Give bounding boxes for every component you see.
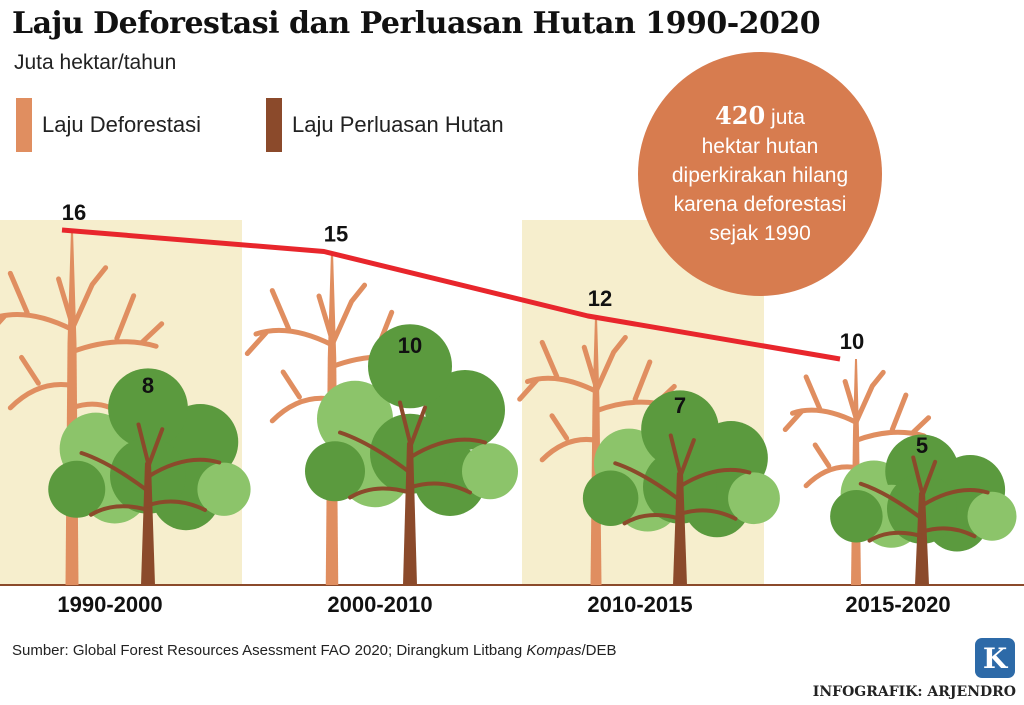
green-tree-branch (348, 486, 412, 500)
dead-tree-0 (0, 230, 165, 585)
leaf-cluster (462, 443, 518, 500)
expansion-value-label: 5 (916, 433, 928, 458)
green-tree-branch (920, 459, 938, 499)
green-tree-branch (89, 504, 150, 517)
dead-tree-branch (842, 369, 886, 425)
leaf-cluster (305, 441, 365, 502)
green-tree-branch (146, 457, 222, 479)
dead-tree-branch (7, 354, 75, 411)
leaf-cluster (197, 462, 251, 516)
dead-tree-branch (69, 293, 165, 355)
green-tree-branch (136, 422, 150, 465)
category-label: 2015-2020 (845, 592, 950, 617)
green-tree-branch (398, 400, 412, 445)
green-tree-trunk (403, 442, 417, 585)
dead-tree-branch (782, 374, 859, 433)
source-prefix: Sumber: Global Forest Resources Asessmen… (12, 642, 527, 659)
source-note: Sumber: Global Forest Resources Asessmen… (12, 642, 616, 659)
green-tree-branch (668, 433, 682, 475)
green-tree-branch (920, 526, 977, 539)
green-tree-branch (146, 499, 207, 512)
deforestation-value-label: 10 (840, 329, 864, 354)
green-tree-branch (613, 461, 682, 503)
dead-tree-branch (244, 288, 335, 357)
green-tree-branch (408, 481, 472, 495)
callout-text-3: diperkirakan hilang (671, 163, 849, 187)
source-suffix: /DEB (581, 642, 617, 659)
source-italic: Kompas (526, 642, 582, 659)
green-tree-0 (48, 368, 251, 585)
legend-item-deforestation: Laju Deforestasi (16, 98, 201, 152)
green-tree-trunk (141, 462, 155, 585)
infographic-credit: INFOGRAFIK: ARJENDRO (812, 684, 1016, 700)
legend-label-expansion: Laju Perluasan Hutan (292, 112, 504, 137)
deforestation-value-label: 15 (324, 222, 348, 247)
leaf-cluster (967, 491, 1017, 541)
category-label: 1990-2000 (57, 592, 162, 617)
callout-text-5: sejak 1990 (709, 221, 811, 245)
expansion-value-label: 10 (398, 333, 422, 358)
leaf-cluster (368, 324, 452, 409)
category-label: 2000-2010 (327, 592, 432, 617)
green-tree-branch (338, 430, 412, 475)
green-tree-branch (678, 467, 752, 489)
dead-tree-branch (0, 270, 75, 332)
green-tree-branch (867, 530, 924, 543)
green-tree-branch (622, 513, 682, 526)
callout-text-1: juta (771, 105, 805, 129)
legend-swatch-deforestation (16, 98, 32, 152)
dead-tree-branch (316, 282, 368, 348)
expansion-value-label: 7 (674, 393, 686, 418)
green-tree-branch (678, 438, 696, 480)
callout-number: 420 (715, 100, 766, 130)
leaf-cluster (728, 472, 780, 525)
leaf-cluster (582, 470, 639, 526)
callout-circle: 420 juta hektar hutan diperkirakan hilan… (638, 52, 882, 296)
expansion-value-label: 8 (142, 373, 154, 398)
dead-tree-branch (517, 339, 599, 402)
deforestation-value-label: 16 (62, 200, 86, 225)
green-tree-branch (408, 437, 487, 460)
leaf-cluster (48, 460, 106, 518)
deforestation-value-label: 12 (588, 286, 612, 311)
legend-item-expansion: Laju Perluasan Hutan (266, 98, 504, 152)
legend-swatch-expansion (266, 98, 282, 152)
green-tree-branch (920, 488, 990, 508)
green-tree-branch (146, 427, 165, 470)
green-tree-branch (858, 481, 924, 521)
kompas-logo: K (975, 638, 1015, 678)
callout-text-4: karena deforestasi (673, 192, 847, 216)
leaf-cluster (425, 370, 505, 450)
dead-tree-branch (581, 334, 628, 394)
green-tree-branch (408, 405, 427, 450)
dead-tree-branch (853, 392, 932, 443)
green-tree-trunk (673, 472, 687, 585)
dead-tree-branch (803, 442, 859, 489)
green-tree-3 (830, 434, 1017, 585)
dead-tree-branch (539, 413, 599, 463)
green-tree-1 (305, 324, 518, 585)
callout-text-2: hektar hutan (701, 134, 819, 158)
leaf-cluster (641, 390, 719, 469)
dead-tree-branch (56, 265, 109, 332)
green-tree-branch (678, 508, 738, 521)
page-title: Laju Deforestasi dan Perluasan Hutan 199… (12, 6, 821, 41)
legend-label-deforestation: Laju Deforestasi (42, 112, 201, 137)
deforestation-line (61, 227, 841, 362)
unit-subtitle: Juta hektar/tahun (14, 51, 177, 74)
leaf-cluster (830, 490, 883, 543)
green-tree-branch (79, 451, 150, 493)
green-tree-branch (911, 455, 924, 495)
category-label: 2010-2015 (587, 592, 692, 617)
green-tree-2 (582, 390, 780, 585)
leaf-cluster (108, 368, 188, 449)
